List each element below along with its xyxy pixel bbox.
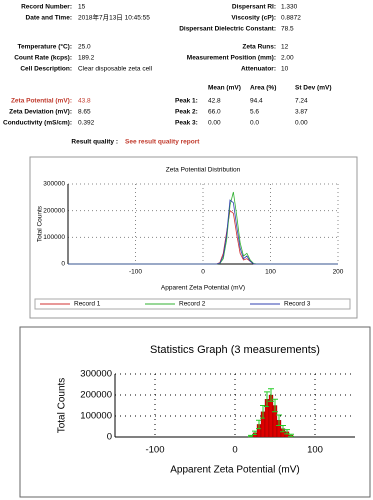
value: Clear disposable zeta cell	[78, 66, 153, 73]
quality-link[interactable]: See result quality report	[125, 139, 200, 146]
value: 78.5	[281, 26, 294, 33]
cell: 66.0	[208, 109, 221, 116]
y-tick-label: 100000	[80, 411, 112, 422]
label: Date and Time:	[26, 15, 72, 22]
label: Cell Description:	[20, 66, 72, 73]
value: 15	[78, 4, 86, 11]
value: 189.2	[78, 55, 95, 62]
label: Zeta Runs:	[242, 44, 276, 51]
legend-label: Record 3	[284, 301, 311, 308]
peak-label: Peak 1:	[175, 98, 198, 105]
label: Temperature (°C):	[18, 43, 73, 51]
x-axis-label: Apparent Zeta Potential (mV)	[161, 285, 245, 292]
header: Record Number: 15 Date and Time: 2018年7月…	[21, 4, 301, 33]
row-value: 0.392	[78, 120, 95, 127]
params: Temperature (°C): 25.0 Count Rate (kcps)…	[14, 43, 294, 73]
y-tick-label: 0	[107, 432, 112, 443]
x-tick-label: -100	[145, 445, 164, 456]
quality-label: Result quality :	[71, 139, 118, 146]
row-label: Zeta Potential (mV):	[11, 98, 72, 105]
column-header: St Dev (mV)	[295, 85, 331, 92]
y-axis-label: Total Counts	[37, 205, 44, 242]
x-tick-label: 0	[201, 269, 205, 276]
x-tick-label: 100	[307, 445, 323, 456]
row-label: Conductivity (mS/cm):	[3, 120, 72, 127]
row-value: 8.65	[78, 109, 91, 116]
row-value: 43.8	[78, 98, 91, 105]
label: Count Rate (kcps):	[14, 55, 72, 62]
x-tick-label: -100	[129, 269, 142, 276]
y-tick-label: 200000	[43, 207, 65, 214]
value: 12	[281, 44, 289, 51]
value: 25.0	[78, 44, 91, 51]
label: Measurement Position (mm):	[187, 55, 276, 62]
cell: 0.00	[208, 120, 221, 127]
error-bar	[288, 433, 294, 437]
value: 10	[281, 66, 289, 73]
value: 2018年7月13日 10:45:55	[78, 13, 150, 22]
y-tick-label: 300000	[43, 181, 65, 188]
y-tick-label: 200000	[80, 390, 112, 401]
error-bar	[268, 388, 274, 402]
peak-label: Peak 2:	[175, 109, 198, 116]
cell: 0.0	[250, 120, 259, 127]
value: 1.330	[281, 4, 298, 11]
value: 2.00	[281, 55, 294, 62]
cell: 94.4	[250, 98, 263, 105]
legend-label: Record 2	[179, 301, 206, 308]
x-tick-label: 100	[265, 269, 276, 276]
y-axis-label: Total Counts	[57, 378, 68, 434]
results: Result quality : See result quality repo…	[3, 85, 331, 146]
legend-box	[34, 298, 351, 310]
y-tick-label: 300000	[80, 369, 112, 380]
x-tick-label: 0	[232, 445, 237, 456]
column-header: Mean (mV)	[208, 85, 241, 92]
chart-title: Statistics Graph (3 measurements)	[150, 344, 320, 356]
cell: 3.87	[295, 109, 308, 116]
row-label: Zeta Deviation (mV):	[9, 109, 72, 116]
label: Attenuator:	[241, 66, 276, 73]
cell: 5.6	[250, 109, 259, 116]
label: Dispersant RI:	[232, 4, 276, 11]
chart-title: Zeta Potential Distribution	[166, 167, 241, 174]
column-header: Area (%)	[250, 85, 276, 92]
cell: 7.24	[295, 98, 308, 105]
y-tick-label: 100000	[43, 234, 65, 241]
x-tick-label: 200	[333, 269, 344, 276]
label: Dispersant Dielectric Constant:	[179, 26, 276, 33]
legend-label: Record 1	[74, 301, 101, 308]
cell: 0.00	[295, 120, 308, 127]
data-line	[68, 199, 338, 265]
y-tick-label: 0	[61, 261, 65, 268]
chart-frame	[29, 156, 358, 319]
x-axis-label: Apparent Zeta Potential (mV)	[170, 465, 300, 476]
label: Viscosity (cP):	[231, 15, 276, 22]
label: Record Number:	[21, 4, 72, 11]
error-bar	[272, 398, 278, 413]
cell: 42.8	[208, 98, 221, 105]
value: 0.8872	[281, 15, 301, 22]
peak-label: Peak 3:	[175, 120, 198, 127]
chart-frame	[19, 326, 371, 498]
